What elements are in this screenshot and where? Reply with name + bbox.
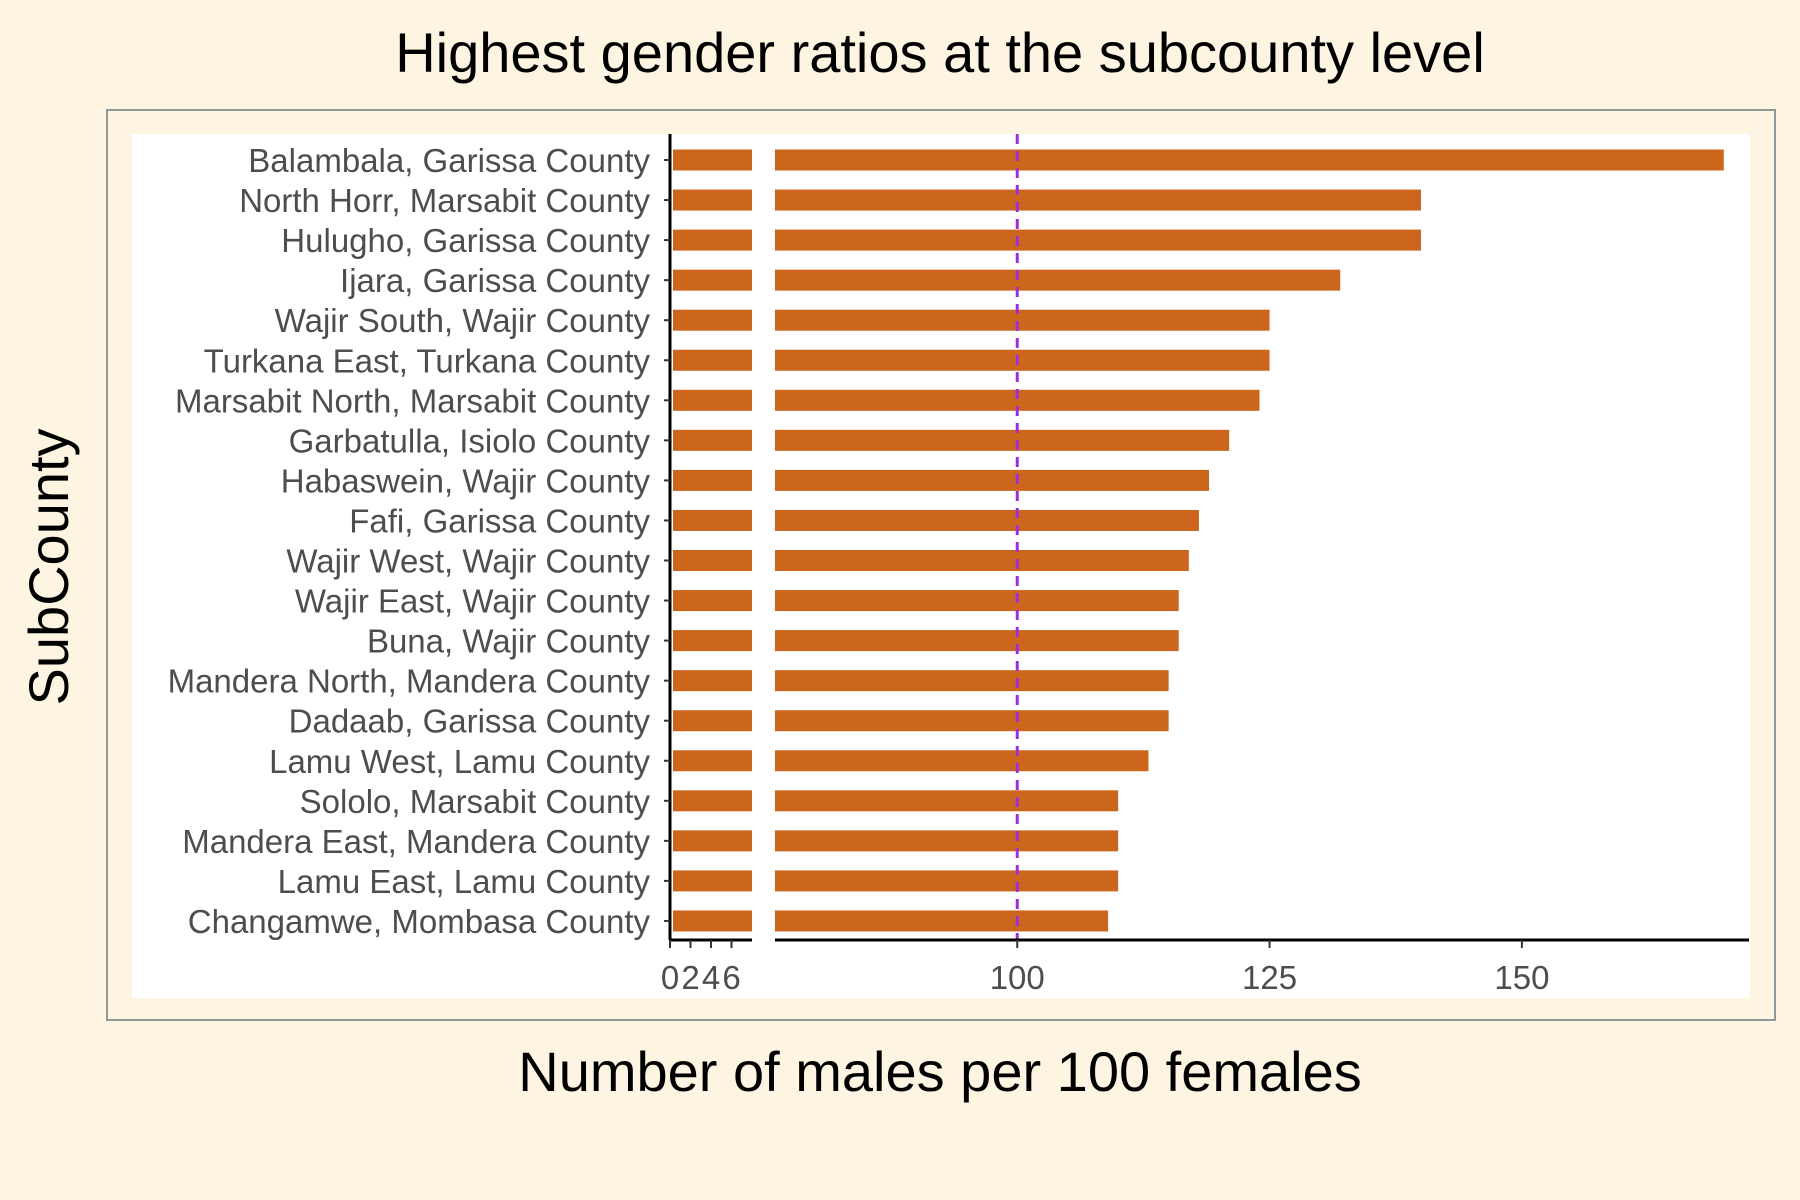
y-tick-label: Sololo, Marsabit County: [300, 783, 651, 820]
y-tick-label: Habaswein, Wajir County: [281, 462, 651, 499]
x-tick-label: 150: [1494, 959, 1549, 996]
y-tick-label: Marsabit North, Marsabit County: [175, 382, 651, 419]
x-tick-label: 0: [661, 959, 679, 996]
bar-low-changamwe-mombasa-county: [673, 910, 752, 932]
x-tick-label: 6: [722, 959, 740, 996]
y-tick-label: Ijara, Garissa County: [340, 262, 650, 299]
bar-lamu-east-lamu-county: [775, 870, 1119, 892]
y-tick-label: Mandera North, Mandera County: [168, 663, 651, 700]
bars-high-segment-group: [775, 149, 1724, 932]
bar-fafi-garissa-county: [775, 509, 1199, 531]
bar-low-lamu-west-lamu-county: [673, 750, 752, 772]
x-tick-label: 2: [681, 959, 699, 996]
bar-buna-wajir-county: [775, 630, 1179, 652]
bar-habaswein-wajir-county: [775, 469, 1210, 491]
x-tick-label: 4: [702, 959, 720, 996]
bar-low-wajir-east-wajir-county: [673, 590, 752, 612]
y-tick-label: Changamwe, Mombasa County: [188, 903, 651, 940]
y-tick-label: Wajir South, Wajir County: [275, 302, 651, 339]
bar-mandera-north-mandera-county: [775, 670, 1169, 692]
y-tick-label: Turkana East, Turkana County: [204, 342, 651, 379]
bar-low-mandera-east-mandera-county: [673, 830, 752, 852]
x-axis-title: Number of males per 100 females: [518, 1040, 1362, 1103]
y-tick-label: Wajir West, Wajir County: [286, 543, 650, 580]
bar-low-habaswein-wajir-county: [673, 469, 752, 491]
bar-turkana-east-turkana-county: [775, 349, 1270, 371]
y-tick-label: Dadaab, Garissa County: [289, 703, 651, 740]
y-tick-label: Balambala, Garissa County: [248, 142, 650, 179]
bar-low-fafi-garissa-county: [673, 509, 752, 531]
bar-low-wajir-west-wajir-county: [673, 550, 752, 571]
bar-lamu-west-lamu-county: [775, 750, 1149, 772]
y-tick-label: Hulugho, Garissa County: [281, 222, 650, 259]
y-tick-label: Buna, Wajir County: [367, 623, 651, 660]
bar-low-turkana-east-turkana-county: [673, 349, 752, 371]
bar-low-marsabit-north-marsabit-county: [673, 389, 752, 411]
x-tick-label: 125: [1242, 959, 1297, 996]
x-axis-ticks: 0 2 4 6 100 125 150: [661, 940, 1549, 996]
bar-ijara-garissa-county: [775, 269, 1341, 291]
bar-low-north-horr-marsabit-county: [673, 189, 752, 211]
bar-low-sololo-marsabit-county: [673, 790, 752, 812]
y-tick-label: Mandera East, Mandera County: [182, 823, 650, 860]
bar-balambala-garissa-county: [775, 149, 1724, 171]
bar-wajir-east-wajir-county: [775, 590, 1179, 612]
bar-low-garbatulla-isiolo-county: [673, 429, 752, 451]
bar-low-lamu-east-lamu-county: [673, 870, 752, 892]
y-tick-label: Lamu East, Lamu County: [278, 863, 651, 900]
bar-garbatulla-isiolo-county: [775, 429, 1230, 451]
x-tick-label: 100: [990, 959, 1045, 996]
bar-low-ijara-garissa-county: [673, 269, 752, 291]
y-tick-label: Wajir East, Wajir County: [295, 583, 651, 620]
bars-low-segment-group: [673, 149, 752, 932]
bar-wajir-west-wajir-county: [775, 550, 1189, 571]
bar-north-horr-marsabit-county: [775, 189, 1421, 211]
bar-low-mandera-north-mandera-county: [673, 670, 752, 692]
y-tick-label: North Horr, Marsabit County: [239, 182, 650, 219]
y-tick-label: Garbatulla, Isiolo County: [289, 422, 651, 459]
bar-mandera-east-mandera-county: [775, 830, 1119, 852]
bar-wajir-south-wajir-county: [775, 309, 1270, 331]
bar-marsabit-north-marsabit-county: [775, 389, 1260, 411]
bar-low-dadaab-garissa-county: [673, 710, 752, 732]
panel-border-frame: [106, 109, 1776, 1021]
y-tick-label: Fafi, Garissa County: [349, 502, 650, 539]
bar-low-balambala-garissa-county: [673, 149, 752, 171]
bar-low-hulugho-garissa-county: [673, 229, 752, 251]
chart-title: Highest gender ratios at the subcounty l…: [395, 21, 1485, 84]
bar-dadaab-garissa-county: [775, 710, 1169, 732]
bar-sololo-marsabit-county: [775, 790, 1119, 812]
y-tick-label: Lamu West, Lamu County: [269, 743, 650, 780]
bar-low-wajir-south-wajir-county: [673, 309, 752, 331]
y-axis-title: SubCounty: [17, 428, 80, 705]
bar-hulugho-garissa-county: [775, 229, 1421, 251]
bar-changamwe-mombasa-county: [775, 910, 1109, 932]
bar-low-buna-wajir-county: [673, 630, 752, 652]
